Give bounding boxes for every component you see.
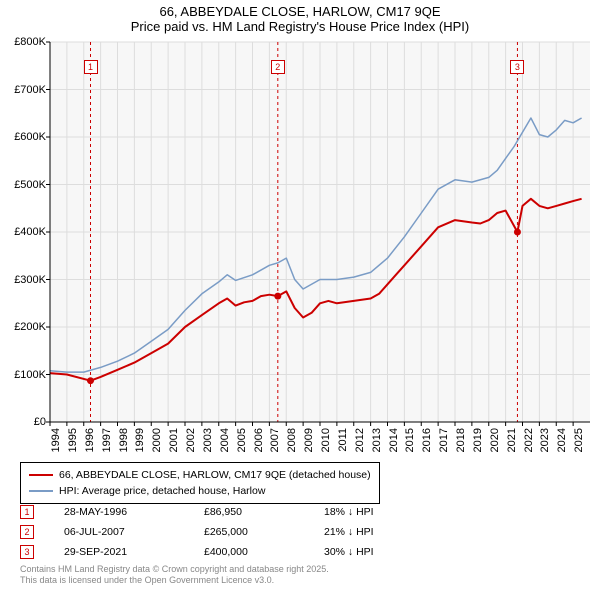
- y-tick-label: £100K: [14, 369, 46, 381]
- y-tick-label: £600K: [14, 131, 46, 143]
- x-tick-label: 2011: [337, 428, 349, 452]
- x-tick-label: 2012: [354, 428, 366, 452]
- y-tick-label: £0: [34, 416, 46, 428]
- legend-swatch: [29, 474, 53, 476]
- x-tick-label: 2008: [286, 428, 298, 452]
- x-tick-label: 2023: [539, 428, 551, 452]
- x-tick-label: 2020: [489, 428, 501, 452]
- sales-row: 3 29-SEP-2021 £400,000 30% ↓ HPI: [20, 542, 414, 562]
- sales-diff: 30% ↓ HPI: [324, 546, 414, 558]
- legend-item: 66, ABBEYDALE CLOSE, HARLOW, CM17 9QE (d…: [29, 467, 371, 483]
- footer-line-2: This data is licensed under the Open Gov…: [20, 575, 329, 586]
- x-tick-label: 2019: [472, 428, 484, 452]
- x-tick-label: 2017: [438, 428, 450, 452]
- x-tick-label: 2013: [371, 428, 383, 452]
- x-tick-label: 2016: [421, 428, 433, 452]
- legend: 66, ABBEYDALE CLOSE, HARLOW, CM17 9QE (d…: [20, 462, 380, 504]
- sales-date: 06-JUL-2007: [64, 526, 174, 538]
- legend-label: HPI: Average price, detached house, Harl…: [59, 485, 265, 497]
- chart-area: 1 2 3: [50, 42, 590, 422]
- y-tick-label: £300K: [14, 274, 46, 286]
- x-tick-label: 1998: [118, 428, 130, 452]
- legend-label: 66, ABBEYDALE CLOSE, HARLOW, CM17 9QE (d…: [59, 469, 371, 481]
- sales-row: 1 28-MAY-1996 £86,950 18% ↓ HPI: [20, 502, 414, 522]
- sales-diff: 18% ↓ HPI: [324, 506, 414, 518]
- sales-marker-box: 1: [20, 505, 34, 519]
- legend-item: HPI: Average price, detached house, Harl…: [29, 483, 371, 499]
- sales-price: £265,000: [204, 526, 294, 538]
- x-tick-label: 1997: [101, 428, 113, 452]
- y-tick-label: £700K: [14, 84, 46, 96]
- y-tick-label: £400K: [14, 226, 46, 238]
- sales-price: £86,950: [204, 506, 294, 518]
- y-tick-label: £800K: [14, 36, 46, 48]
- sales-marker-box: 2: [20, 525, 34, 539]
- chart-title-block: 66, ABBEYDALE CLOSE, HARLOW, CM17 9QE Pr…: [0, 0, 600, 36]
- chart-marker-1: 1: [84, 60, 98, 74]
- footer-attribution: Contains HM Land Registry data © Crown c…: [20, 564, 329, 586]
- x-tick-label: 2001: [168, 428, 180, 452]
- chart-marker-2: 2: [271, 60, 285, 74]
- x-tick-label: 1999: [134, 428, 146, 452]
- x-tick-label: 1996: [84, 428, 96, 452]
- x-tick-label: 2007: [269, 428, 281, 452]
- x-tick-label: 2010: [320, 428, 332, 452]
- x-tick-label: 1995: [67, 428, 79, 452]
- x-axis-labels: 1994 1995 1996 1997 1998 1999 2000 2001 2002 2003…: [50, 424, 590, 464]
- title-line-2: Price paid vs. HM Land Registry's House …: [0, 19, 600, 34]
- sales-price: £400,000: [204, 546, 294, 558]
- x-tick-label: 2014: [388, 428, 400, 452]
- sales-marker-box: 3: [20, 545, 34, 559]
- x-tick-label: 2015: [404, 428, 416, 452]
- footer-line-1: Contains HM Land Registry data © Crown c…: [20, 564, 329, 575]
- x-tick-label: 2022: [523, 428, 535, 452]
- x-tick-label: 2009: [303, 428, 315, 452]
- chart-svg: [50, 42, 590, 422]
- x-tick-label: 2005: [236, 428, 248, 452]
- x-tick-label: 1994: [50, 428, 62, 452]
- title-line-1: 66, ABBEYDALE CLOSE, HARLOW, CM17 9QE: [0, 4, 600, 19]
- x-tick-label: 2003: [202, 428, 214, 452]
- x-tick-label: 2024: [556, 428, 568, 452]
- x-tick-label: 2004: [219, 428, 231, 452]
- x-tick-label: 2021: [506, 428, 518, 452]
- sales-table: 1 28-MAY-1996 £86,950 18% ↓ HPI 2 06-JUL-2007…: [20, 502, 414, 562]
- x-tick-label: 2000: [151, 428, 163, 452]
- legend-swatch: [29, 490, 53, 492]
- x-tick-label: 2018: [455, 428, 467, 452]
- y-tick-label: £500K: [14, 179, 46, 191]
- x-tick-label: 2025: [573, 428, 585, 452]
- x-tick-label: 2006: [253, 428, 265, 452]
- sales-diff: 21% ↓ HPI: [324, 526, 414, 538]
- x-tick-label: 2002: [185, 428, 197, 452]
- sales-date: 28-MAY-1996: [64, 506, 174, 518]
- y-axis-labels: £0£100K£200K£300K£400K£500K£600K£700K£80…: [0, 42, 50, 422]
- sales-row: 2 06-JUL-2007 £265,000 21% ↓ HPI: [20, 522, 414, 542]
- y-tick-label: £200K: [14, 321, 46, 333]
- sales-date: 29-SEP-2021: [64, 546, 174, 558]
- chart-marker-3: 3: [510, 60, 524, 74]
